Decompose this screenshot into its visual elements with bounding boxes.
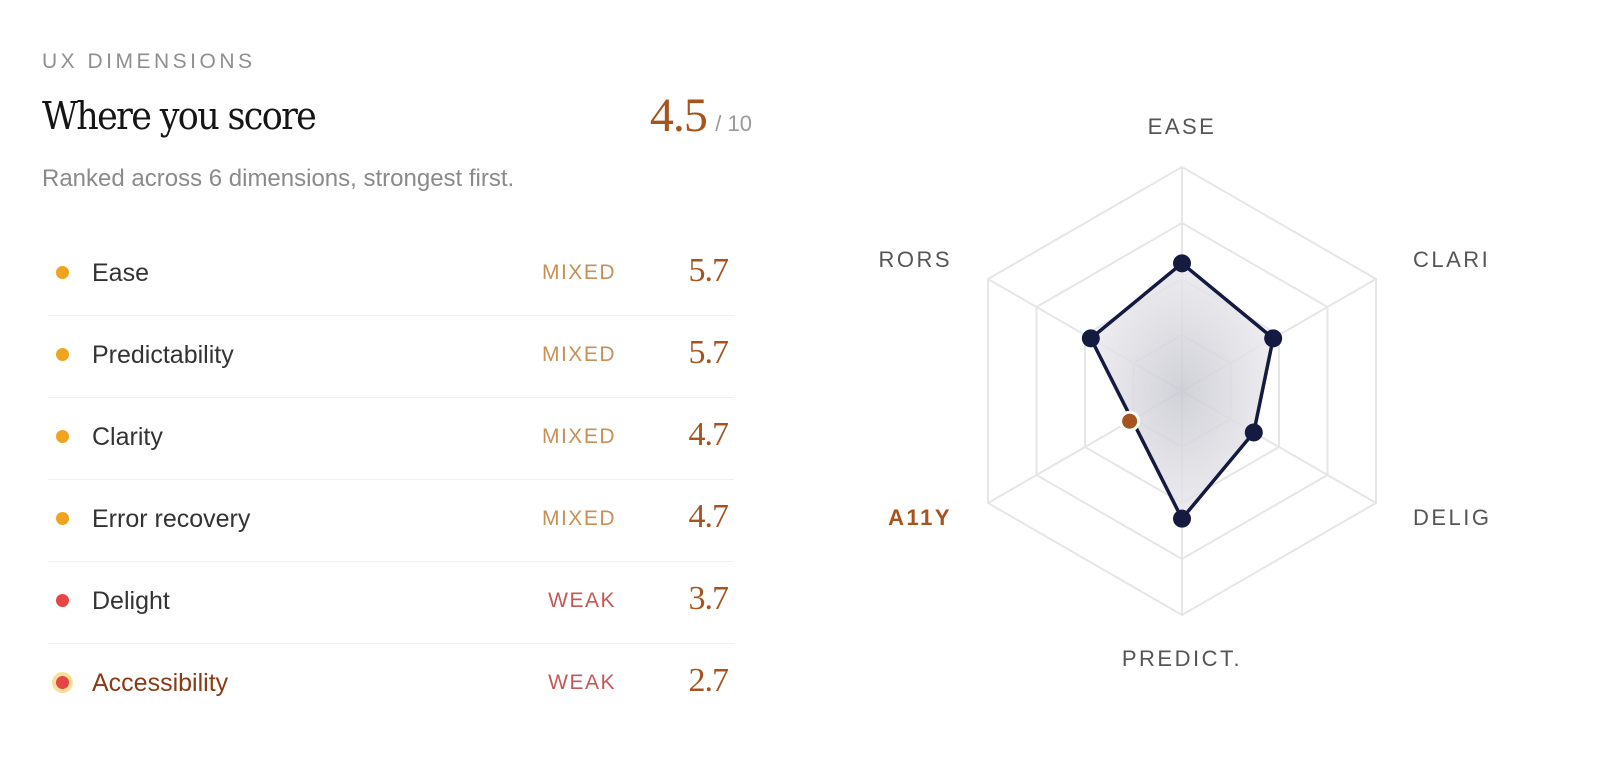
dimension-score: 3.7: [688, 580, 729, 617]
status-dot-icon: [56, 676, 69, 689]
radar-spokes: [987, 167, 1377, 615]
radar-grid-ring: [1035, 221, 1329, 561]
radar-score-polygon: [1089, 261, 1275, 521]
radar-grid-ring: [1084, 277, 1280, 505]
radar-axis-label-predictability: PREDICT.: [1122, 646, 1242, 671]
dimension-label: Delight: [92, 587, 170, 615]
dimension-status: MIXED: [541, 343, 616, 366]
radar-point-a11y[interactable]: [1119, 410, 1141, 432]
dimension-status: MIXED: [541, 261, 616, 284]
status-dot-icon: [56, 430, 69, 443]
total-score: 4.5 / 10: [650, 88, 752, 143]
radar-point-clari[interactable]: [1264, 329, 1283, 348]
radar-axis-label-error-recovery: RORS: [878, 247, 952, 272]
radar-grid-ring: [1132, 333, 1232, 449]
radar-spoke: [1181, 278, 1377, 392]
radar-point-delig[interactable]: [1244, 423, 1263, 442]
status-dot-icon: [56, 594, 69, 607]
radar-spoke: [987, 278, 1183, 392]
section-title: Where you score: [42, 94, 317, 138]
dimension-score: 4.7: [688, 498, 729, 535]
radar-point-ease[interactable]: [1173, 254, 1191, 273]
dimension-label: Predictability: [92, 341, 234, 369]
dimension-row-delight[interactable]: Delight WEAK 3.7: [48, 562, 734, 644]
section-subtitle: Ranked across 6 dimensions, strongest fi…: [42, 165, 515, 192]
dimension-status: MIXED: [541, 425, 616, 448]
radar-spoke: [1181, 390, 1377, 504]
dimension-row-clarity[interactable]: Clarity MIXED 4.7: [48, 398, 734, 480]
dimension-label: Ease: [92, 259, 149, 287]
radar-grid: [987, 165, 1377, 617]
radar-grid-ring: [987, 165, 1377, 617]
radar-axis-label-accessibility: A11Y: [888, 505, 952, 530]
total-score-denominator: / 10: [715, 111, 752, 136]
radar-axis-label-delight: DELIG: [1413, 505, 1492, 530]
dimension-row-predictability[interactable]: Predictability MIXED 5.7: [48, 316, 734, 398]
dimension-status: MIXED: [541, 507, 616, 530]
section-eyebrow: UX DIMENSIONS: [42, 50, 256, 73]
dimension-row-error-recovery[interactable]: Error recovery MIXED 4.7: [48, 480, 734, 562]
radar-point-rors[interactable]: [1081, 329, 1100, 348]
radar-points: [1081, 254, 1283, 528]
dimension-list: Ease MIXED 5.7 Predictability MIXED 5.7 …: [48, 234, 734, 725]
dimension-score: 2.7: [688, 662, 729, 699]
dimension-score: 5.7: [688, 334, 729, 371]
status-dot-icon: [56, 348, 69, 361]
dimension-row-accessibility[interactable]: Accessibility WEAK 2.7: [48, 644, 734, 725]
status-dot-icon: [56, 512, 69, 525]
status-dot-icon: [56, 266, 69, 279]
radar-point-predict[interactable]: [1173, 509, 1191, 528]
dimension-row-ease[interactable]: Ease MIXED 5.7: [48, 234, 734, 316]
radar-spoke: [987, 390, 1183, 504]
dimension-score: 4.7: [688, 416, 729, 453]
dimension-label: Accessibility: [92, 669, 229, 697]
dimension-label: Clarity: [92, 423, 163, 451]
dimension-label: Error recovery: [92, 505, 251, 533]
radar-axis-label-ease: EASE: [1148, 114, 1217, 139]
dimension-status: WEAK: [548, 671, 616, 694]
dimension-status: WEAK: [548, 589, 616, 612]
total-score-value: 4.5: [649, 89, 708, 142]
radar-axis-label-clarity: CLARI: [1413, 247, 1490, 272]
dimension-score: 5.7: [688, 252, 729, 289]
ux-dimensions-panel: UX DIMENSIONS Where you score 4.5 / 10 R…: [42, 0, 752, 779]
